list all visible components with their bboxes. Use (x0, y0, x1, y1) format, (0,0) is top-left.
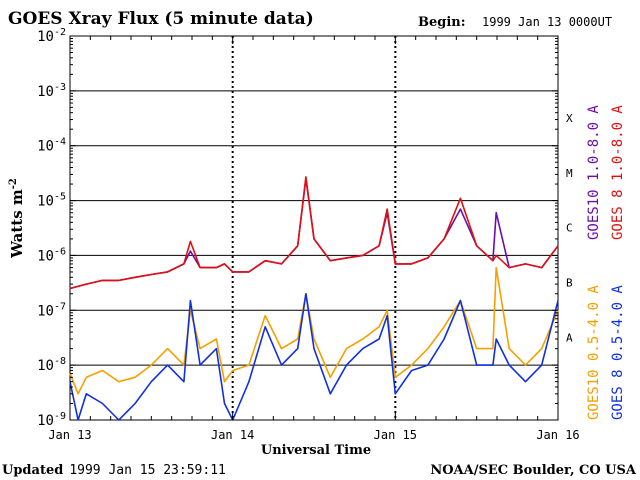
flare-class-label: A (566, 331, 573, 344)
legend-goes8-long: GOES 8 1.0-8.0 A (610, 105, 626, 240)
y-tick-label: 10-4 (37, 137, 66, 155)
series-line-3 (69, 292, 559, 421)
legend-goes8-short: GOES 8 0.5-4.0 A (610, 285, 626, 420)
flare-class-label: B (566, 277, 573, 290)
x-axis-title: Universal Time (261, 443, 371, 458)
flare-class-label: X (566, 112, 573, 125)
chart-title: GOES Xray Flux (5 minute data) (8, 9, 314, 29)
series-line-2 (69, 266, 559, 395)
x-axis-ticks: Jan 13 Jan 14 Jan 15 Jan 16 (48, 36, 580, 442)
footer-updated-label: Updated (2, 463, 63, 478)
x-tick-label: Jan 16 (536, 428, 579, 442)
series-lines (69, 176, 559, 421)
legend-lower-2: GOES 8 0.5-4.0 A (610, 285, 626, 420)
legend-goes10-long: GOES10 1.0-8.0 A (586, 105, 602, 240)
x-tick-label: Jan 14 (211, 428, 254, 442)
y-tick-label: 10-5 (37, 192, 66, 210)
flare-class-label: C (566, 222, 573, 235)
y-axis-ticks: 10-2 10-3 10-4 10-5 10-6 10-7 10-8 10-9 (37, 27, 558, 429)
footer-credit: NOAA/SEC Boulder, CO USA (430, 463, 637, 478)
y-tick-label: 10-2 (37, 27, 66, 45)
y-tick-label: 10-8 (37, 356, 66, 374)
y-axis-title-main: Watts m (8, 189, 26, 259)
y-tick-label: 10-9 (37, 411, 66, 429)
legend-lower: GOES10 0.5-4.0 A (586, 285, 602, 420)
svg-text:Watts m-2: Watts m-2 (8, 178, 26, 259)
begin-label: Begin: (418, 15, 466, 30)
plot-frame (69, 35, 559, 421)
y-tick-label: 10-6 (37, 246, 66, 264)
flare-class-labels: X M C B A (566, 112, 573, 344)
y-axis-title: Watts m-2 (8, 178, 26, 259)
legend-upper: GOES10 1.0-8.0 A (586, 105, 602, 240)
grid (70, 90, 558, 366)
y-tick-label: 10-7 (37, 301, 66, 319)
y-axis-title-sup: -2 (8, 178, 19, 189)
x-tick-label: Jan 13 (48, 428, 91, 442)
legend-goes10-short: GOES10 0.5-4.0 A (586, 285, 602, 420)
series-line-1 (69, 176, 559, 290)
flare-class-label: M (566, 167, 573, 180)
footer-updated: Updated 1999 Jan 15 23:59:11 (2, 463, 226, 478)
day-separators (231, 36, 397, 420)
legend-upper-2: GOES 8 1.0-8.0 A (610, 105, 626, 240)
y-tick-label: 10-3 (37, 82, 66, 100)
begin-value: 1999 Jan 13 0000UT (482, 15, 612, 29)
x-tick-label: Jan 15 (374, 428, 417, 442)
footer-updated-value: 1999 Jan 15 23:59:11 (69, 463, 226, 478)
